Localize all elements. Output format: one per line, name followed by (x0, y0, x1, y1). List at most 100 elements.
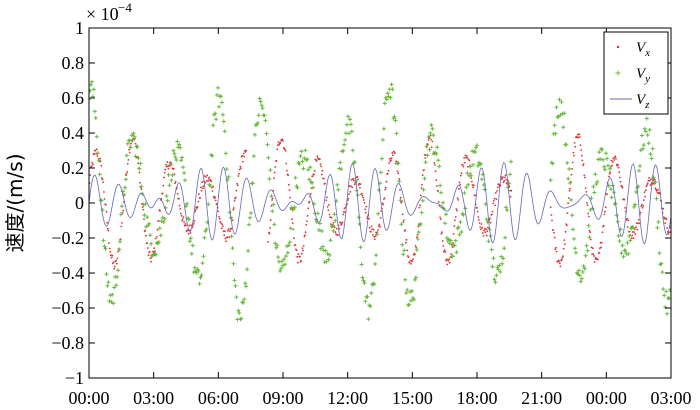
point-x (439, 218, 442, 221)
point-x (337, 234, 339, 236)
point-x (237, 175, 240, 177)
point-x (647, 179, 650, 182)
point-y (285, 250, 290, 255)
point-y (418, 221, 423, 226)
point-y (458, 220, 463, 224)
point-y (133, 154, 138, 159)
point-x (452, 242, 454, 244)
point-x (284, 150, 287, 152)
point-x (642, 205, 645, 207)
point-y (568, 181, 573, 185)
point-x (176, 193, 179, 195)
point-x (227, 229, 229, 232)
point-y (399, 222, 404, 227)
point-y (147, 221, 152, 226)
point-x (388, 162, 390, 165)
point-y (496, 267, 501, 272)
point-x (568, 189, 571, 192)
point-x (184, 223, 187, 225)
point-y (434, 151, 439, 156)
point-x (603, 213, 606, 216)
point-x (588, 215, 590, 218)
point-x (311, 175, 314, 178)
point-x (302, 245, 305, 247)
point-x (377, 229, 379, 231)
point-x (231, 219, 234, 222)
point-y (350, 148, 355, 153)
point-y (165, 198, 170, 203)
point-y (559, 100, 564, 104)
point-x (505, 178, 507, 181)
point-x (631, 234, 634, 237)
point-x (399, 189, 401, 191)
point-y (475, 143, 479, 148)
point-y (104, 272, 109, 277)
point-y (365, 294, 370, 299)
point-y (227, 210, 232, 215)
point-x (167, 167, 170, 170)
point-x (437, 201, 440, 203)
point-y (497, 263, 502, 268)
point-y (569, 197, 574, 202)
point-y (324, 259, 329, 264)
point-y (297, 161, 302, 166)
point-x (150, 260, 153, 263)
point-x (240, 167, 242, 170)
point-x (293, 237, 295, 240)
point-y (653, 180, 658, 185)
point-x (474, 194, 476, 197)
legend-swatch-y (615, 70, 621, 76)
point-x (116, 257, 119, 260)
point-x (102, 181, 105, 184)
point-x (619, 176, 621, 179)
point-x (632, 237, 635, 240)
point-x (273, 171, 276, 174)
point-x (397, 172, 399, 175)
point-x (174, 180, 177, 183)
point-y (259, 103, 264, 108)
point-y (169, 178, 174, 183)
x-tick-label: 21:00 (521, 388, 562, 408)
point-x (399, 196, 402, 199)
point-y (501, 256, 506, 261)
point-x (404, 229, 407, 232)
point-x (610, 159, 613, 162)
point-x (230, 227, 233, 230)
legend-label-sub: z (644, 99, 650, 111)
point-x (510, 189, 513, 192)
point-x (551, 219, 553, 222)
point-y (480, 172, 485, 177)
y-tick-label: −1 (65, 368, 84, 388)
point-y (218, 94, 223, 99)
point-y (606, 163, 610, 168)
point-x (120, 225, 123, 228)
point-x (327, 209, 330, 212)
point-x (275, 159, 278, 162)
y-tick-label: 1 (75, 18, 84, 38)
point-x (503, 176, 506, 179)
point-x (448, 261, 451, 264)
point-y (145, 215, 150, 220)
point-x (569, 187, 571, 190)
point-y (608, 187, 613, 192)
point-x (146, 247, 149, 249)
legend-label-sub: y (644, 73, 650, 85)
point-y (257, 96, 262, 101)
point-x (589, 238, 592, 241)
point-y (175, 139, 180, 144)
point-x (640, 205, 643, 208)
point-y (307, 177, 312, 182)
point-y (339, 167, 344, 172)
point-y (407, 302, 412, 307)
point-y (466, 182, 471, 187)
point-x (353, 183, 356, 186)
point-x (194, 208, 197, 211)
point-x (442, 245, 445, 247)
y-tick-label: 0.8 (62, 53, 85, 73)
point-y (191, 270, 196, 275)
point-x (485, 228, 487, 231)
point-x (181, 220, 184, 222)
point-y (441, 200, 445, 205)
point-x (570, 173, 573, 176)
point-y (411, 297, 416, 302)
